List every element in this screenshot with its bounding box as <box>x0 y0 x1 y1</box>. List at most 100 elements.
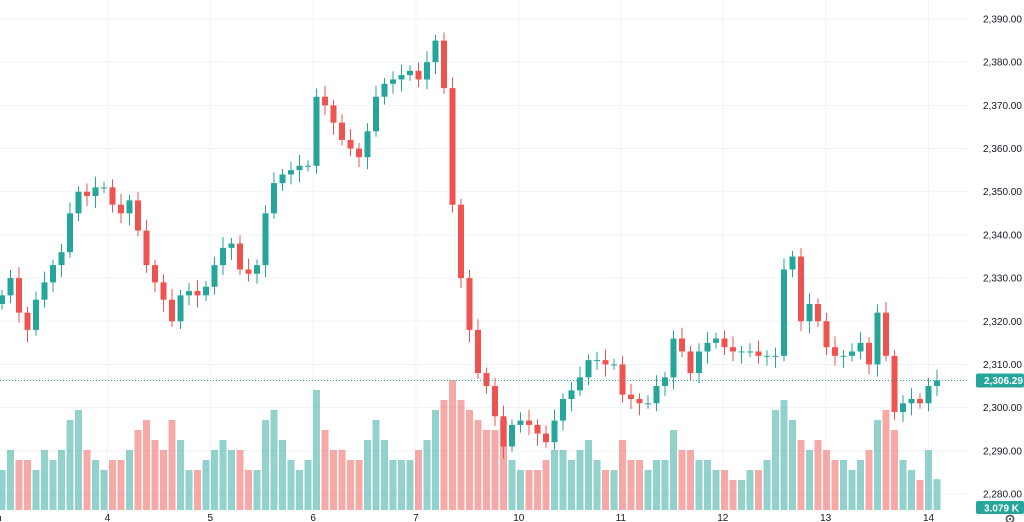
candle-body <box>7 278 14 296</box>
candle-body <box>347 139 354 149</box>
candle-body <box>534 424 541 434</box>
volume-bar <box>457 400 465 510</box>
volume-bar <box>202 460 210 510</box>
candle-body <box>135 200 141 231</box>
volume-bar <box>772 410 779 510</box>
time-tick-label: 12 <box>717 513 729 522</box>
candle-body <box>645 403 651 405</box>
candle-body <box>432 40 439 63</box>
volume-bar <box>83 450 91 510</box>
time-tick-label: 10 <box>513 513 525 522</box>
candle-body <box>832 347 838 356</box>
candle-body <box>466 278 473 330</box>
grid <box>0 0 968 512</box>
volume-bar <box>865 450 873 510</box>
volume-bar <box>882 410 890 510</box>
candle-body <box>755 351 762 356</box>
candle-body <box>696 351 702 374</box>
volume-bar <box>313 390 320 510</box>
volume-bar <box>704 460 711 510</box>
volume-bar <box>364 440 371 510</box>
candle-body <box>891 355 898 412</box>
volume-bar <box>432 410 439 510</box>
settings-gear-icon[interactable] <box>1005 514 1015 522</box>
candle-body <box>424 62 430 80</box>
gear-hub <box>1008 517 1012 521</box>
candle-body <box>653 386 660 404</box>
candle-body <box>220 247 226 266</box>
volume-bar <box>24 460 31 510</box>
volume-bar <box>644 470 652 510</box>
candle-body <box>75 191 82 214</box>
volume-bar <box>661 460 669 510</box>
candle-body <box>483 373 490 387</box>
price-tick-label: 2,390.00 <box>983 15 1022 26</box>
volume-bar <box>66 420 74 510</box>
candle-body <box>823 321 830 348</box>
volume-bar <box>109 460 116 510</box>
volume-bar <box>466 410 473 510</box>
candle-body <box>390 79 396 84</box>
volume-bar <box>236 450 244 510</box>
volume-bars <box>0 380 941 510</box>
volume-bar <box>372 420 380 510</box>
candle-body <box>798 256 804 322</box>
volume-bar <box>806 450 813 510</box>
candle-body <box>543 433 549 443</box>
volume-bar <box>500 420 507 510</box>
price-axis[interactable]: 2,280.00 2,290.00 2,300.00 2,310.00 2,320.00… <box>983 15 1022 501</box>
candle-body <box>203 286 209 296</box>
volume-bar <box>423 440 431 510</box>
volume-bar <box>491 430 499 510</box>
candle-body <box>857 342 864 352</box>
candle-body <box>109 187 116 205</box>
volume-bar <box>576 450 584 510</box>
candle-body <box>840 355 847 357</box>
volume-bar <box>143 420 150 510</box>
candle-body <box>526 420 532 425</box>
candle-body <box>866 342 872 365</box>
candle-body <box>815 303 821 322</box>
time-tick-label: 6 <box>310 513 316 522</box>
volume-bar <box>160 450 167 510</box>
volume-bar <box>712 470 720 510</box>
volume-bar <box>916 480 924 510</box>
candle-body <box>611 364 617 366</box>
volume-bar <box>483 430 490 510</box>
candle-body <box>449 88 456 205</box>
candle-body <box>169 299 175 322</box>
gear-ring <box>1005 514 1015 522</box>
candle-body <box>874 312 881 365</box>
candle-body <box>704 342 711 352</box>
candle-body <box>789 256 796 270</box>
volume-bar <box>840 460 847 510</box>
volume-bar <box>695 460 703 510</box>
candle-body <box>313 96 320 166</box>
volume-bar <box>389 460 397 510</box>
volume-bar <box>874 420 881 510</box>
time-axis[interactable]: Jun 4 5 6 7 10 11 12 13 14 <box>0 513 934 522</box>
candle-body <box>713 338 719 343</box>
candle-body <box>492 386 498 417</box>
volume-bar <box>15 460 23 510</box>
candle-body <box>509 424 515 447</box>
volume-bar <box>194 470 201 510</box>
candle-body <box>254 265 260 274</box>
price-tick-label: 2,300.00 <box>983 403 1022 414</box>
volume-bar <box>848 470 856 510</box>
candle-body <box>636 398 643 404</box>
candle-body <box>908 398 915 404</box>
candle-body <box>925 386 932 404</box>
candle-body <box>373 96 379 132</box>
volume-bar <box>755 470 762 510</box>
candles <box>0 32 940 459</box>
volume-bar <box>279 440 286 510</box>
volume-bar <box>185 470 193 510</box>
candle-body <box>364 131 371 158</box>
candle-body <box>24 312 31 330</box>
candle-body <box>849 351 855 356</box>
volume-bar <box>253 470 261 510</box>
volume-bar <box>92 460 99 510</box>
candle-body <box>883 312 889 356</box>
